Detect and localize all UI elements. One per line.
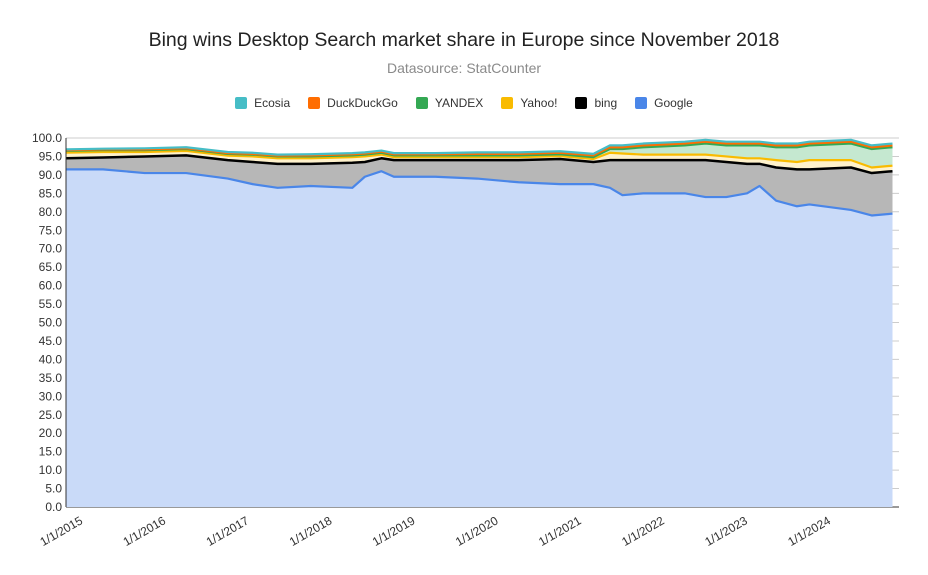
y-tick-label: 20.0 <box>39 426 63 440</box>
area-bing <box>66 155 893 216</box>
y-tick-label: 90.0 <box>39 168 63 182</box>
legend-swatch <box>501 97 514 109</box>
legend-item: DuckDuckGo <box>308 96 398 110</box>
legend-item: Ecosia <box>235 96 290 110</box>
y-tick-label: 30.0 <box>39 389 63 403</box>
y-tick-label: 100.0 <box>32 131 62 145</box>
y-tick-label: 55.0 <box>39 297 63 311</box>
legend-label: bing <box>594 96 618 110</box>
y-tick-label: 15.0 <box>39 445 63 459</box>
y-tick-label: 10.0 <box>39 463 63 477</box>
line-duckduckgo <box>66 140 893 157</box>
y-tick-label: 80.0 <box>39 205 63 219</box>
area-yahoo- <box>66 150 893 174</box>
legend-swatch <box>575 97 588 109</box>
legend-label: Google <box>654 96 693 110</box>
y-tick-label: 70.0 <box>39 242 63 256</box>
y-tick-label: 85.0 <box>39 186 63 200</box>
x-tick-label: 1/1/2021 <box>536 513 584 549</box>
x-tick-label: 1/1/2020 <box>453 513 501 549</box>
y-tick-label: 75.0 <box>39 223 63 237</box>
legend-item: YANDEX <box>415 96 484 110</box>
chart-subtitle: Datasource: StatCounter <box>386 60 542 76</box>
legend-swatch <box>235 97 248 109</box>
y-tick-label: 0.0 <box>45 500 62 514</box>
line-ecosia <box>66 138 893 156</box>
x-tick-label: 1/1/2018 <box>287 513 335 549</box>
legend-swatch <box>415 97 428 109</box>
legend-item: bing <box>575 96 617 110</box>
series-group <box>66 138 893 507</box>
y-tick-label: 50.0 <box>39 316 63 330</box>
legend-label: Ecosia <box>254 96 291 110</box>
y-tick-label: 45.0 <box>39 334 63 348</box>
legend-label: Yahoo! <box>520 96 558 110</box>
y-tick-label: 95.0 <box>39 149 63 163</box>
y-tick-label: 60.0 <box>39 279 63 293</box>
y-tick-label: 5.0 <box>45 482 62 496</box>
legend-label: DuckDuckGo <box>327 96 398 110</box>
x-tick-label: 1/1/2017 <box>204 513 252 549</box>
chart-legend: Ecosia DuckDuckGo YANDEX Yahoo! bing Google <box>0 96 928 110</box>
y-tick-label: 35.0 <box>39 371 63 385</box>
legend-item: Google <box>635 96 693 110</box>
x-tick-label: 1/1/2019 <box>370 513 418 549</box>
y-tick-label: 40.0 <box>39 352 63 366</box>
x-tick-label: 1/1/2016 <box>121 513 169 549</box>
y-tick-label: 25.0 <box>39 408 63 422</box>
legend-swatch <box>635 97 648 109</box>
x-tick-label: 1/1/2022 <box>619 513 667 549</box>
x-tick-label: 1/1/2023 <box>702 513 750 549</box>
y-tick-label: 65.0 <box>39 260 63 274</box>
legend-label: YANDEX <box>434 96 484 110</box>
line-yahoo- <box>66 149 893 169</box>
x-tick-label: 1/1/2024 <box>785 513 833 549</box>
line-bing <box>66 154 893 175</box>
line-google <box>66 168 893 217</box>
area-google <box>66 169 893 507</box>
legend-swatch <box>308 97 321 109</box>
chart-title: Bing wins Desktop Search market share in… <box>148 29 780 51</box>
legend-item: Yahoo! <box>501 96 557 110</box>
x-tick-label: 1/1/2015 <box>38 513 86 549</box>
